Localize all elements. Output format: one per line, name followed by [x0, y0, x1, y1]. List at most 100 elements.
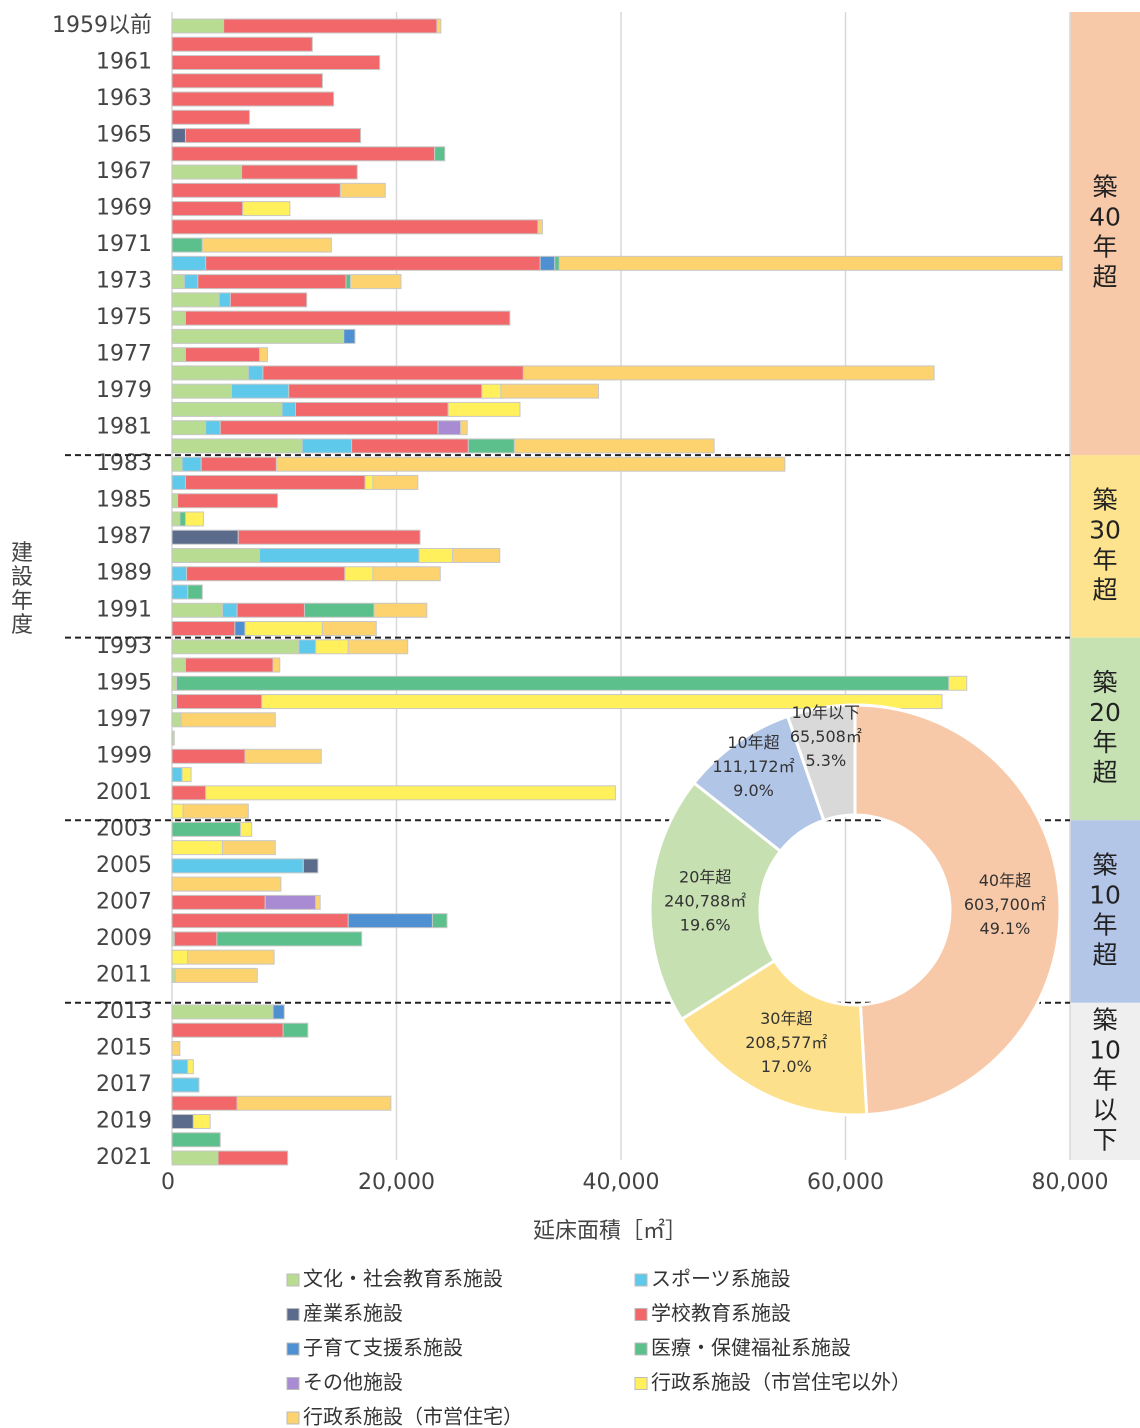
- bar-segment: [282, 1022, 309, 1038]
- bar-segment: [171, 73, 323, 89]
- bar-segment: [171, 858, 304, 874]
- slice-percent: 49.1%: [980, 919, 1031, 938]
- slice-value: 240,788㎡: [664, 892, 746, 911]
- y-tick-label: 2007: [96, 889, 152, 914]
- bar-segment: [344, 566, 374, 582]
- legend-label: スポーツ系施設: [651, 1267, 791, 1291]
- bar-segment: [315, 639, 349, 655]
- y-tick-label: 1989: [96, 561, 152, 586]
- bar-segment: [171, 566, 188, 582]
- bar-segment: [418, 547, 454, 563]
- legend-swatch: [286, 1308, 300, 1321]
- bar-segment: [294, 401, 449, 417]
- legend-label: 行政系施設（市営住宅）: [303, 1405, 523, 1428]
- bar-segment: [171, 401, 283, 417]
- y-tick-label: 1987: [96, 524, 152, 549]
- bar-segment: [351, 438, 469, 454]
- bar-segment: [187, 1059, 194, 1075]
- slice-percent: 5.3%: [806, 751, 847, 770]
- era-label: 築 20 年超: [1089, 668, 1121, 787]
- bar-segment: [247, 365, 264, 381]
- y-tick-label: 1965: [96, 123, 152, 148]
- bar-segment: [372, 566, 441, 582]
- bar-segment: [171, 949, 189, 965]
- x-axis-label: 延床面積［㎡］: [533, 1218, 687, 1244]
- bar-segment: [264, 894, 317, 910]
- x-tick-label: 20,000: [358, 1170, 435, 1195]
- bar-segment: [174, 967, 258, 983]
- bar-segment: [171, 146, 436, 162]
- slice-value: 603,700㎡: [964, 895, 1046, 914]
- bar-segment: [184, 347, 261, 363]
- bar-segment: [171, 1113, 194, 1129]
- slice-value: 65,508㎡: [790, 727, 862, 746]
- legend-swatch: [286, 1377, 300, 1390]
- bar-segment: [171, 1004, 274, 1020]
- bar-segment: [171, 347, 186, 363]
- y-tick-label: 1977: [96, 342, 152, 367]
- bar-segment: [437, 420, 461, 436]
- bar-segment: [171, 621, 236, 637]
- bar-segment: [272, 1004, 285, 1020]
- y-tick-label: 2003: [96, 816, 152, 841]
- bar-segment: [216, 931, 363, 947]
- bar-segment: [481, 383, 502, 399]
- x-tick-label: 60,000: [807, 1170, 884, 1195]
- bar-segment: [171, 913, 349, 929]
- era-label: 築 10 年超: [1089, 851, 1121, 970]
- bar-segment: [175, 675, 950, 691]
- bar-segment: [467, 438, 515, 454]
- bar-segment: [205, 255, 541, 271]
- bar-segment: [349, 274, 402, 290]
- bar-segment: [262, 365, 524, 381]
- y-tick-label: 2005: [96, 853, 152, 878]
- donut-slice: [853, 703, 1062, 1117]
- bar-segment: [197, 274, 347, 290]
- bar-segment: [239, 821, 253, 837]
- bar-segment: [447, 401, 521, 417]
- bar-segment: [343, 328, 356, 344]
- bar-segment: [229, 292, 308, 308]
- bar-segment: [948, 675, 968, 691]
- bar-segment: [171, 785, 207, 801]
- bar-segment: [171, 18, 225, 34]
- bar-segment: [171, 274, 185, 290]
- era-label: 築 10 年以下: [1089, 1005, 1121, 1154]
- bar-segment: [171, 219, 539, 235]
- bar-segment: [171, 493, 179, 509]
- legend-label: 文化・社会教育系施設: [303, 1267, 503, 1291]
- bar-segment: [171, 36, 313, 52]
- legend-swatch: [634, 1377, 648, 1390]
- bar-segment: [242, 201, 291, 217]
- bar-segment: [177, 493, 279, 509]
- bar-segment: [539, 255, 556, 271]
- y-tick-label: 2019: [96, 1108, 152, 1133]
- bar-segment: [184, 474, 366, 490]
- bar-segment: [171, 474, 186, 490]
- bar-segment: [171, 967, 176, 983]
- bar-segment: [244, 748, 322, 764]
- bar-segment: [187, 584, 203, 600]
- y-tick-label: 2021: [96, 1145, 152, 1170]
- x-tick-label: 0: [161, 1170, 175, 1195]
- bar-segment: [236, 1095, 392, 1111]
- bar-segment: [171, 712, 182, 728]
- y-tick-label: 1975: [96, 305, 152, 330]
- bar-segment: [244, 621, 323, 637]
- y-tick-label: 2009: [96, 926, 152, 951]
- bar-segment: [171, 1077, 200, 1093]
- bar-segment: [171, 1022, 284, 1038]
- bar-segment: [234, 621, 246, 637]
- y-tick-label: 1973: [96, 269, 152, 294]
- slice-percent: 9.0%: [733, 781, 774, 800]
- bar-segment: [222, 840, 276, 856]
- legend-label: 子育て支援系施設: [303, 1336, 463, 1360]
- bar-segment: [298, 639, 317, 655]
- bar-segment: [554, 255, 560, 271]
- bar-segment: [183, 274, 199, 290]
- bar-segment: [175, 694, 263, 710]
- bar-segment: [171, 511, 181, 527]
- slice-name: 20年超: [679, 868, 731, 887]
- bar-segment: [171, 310, 186, 326]
